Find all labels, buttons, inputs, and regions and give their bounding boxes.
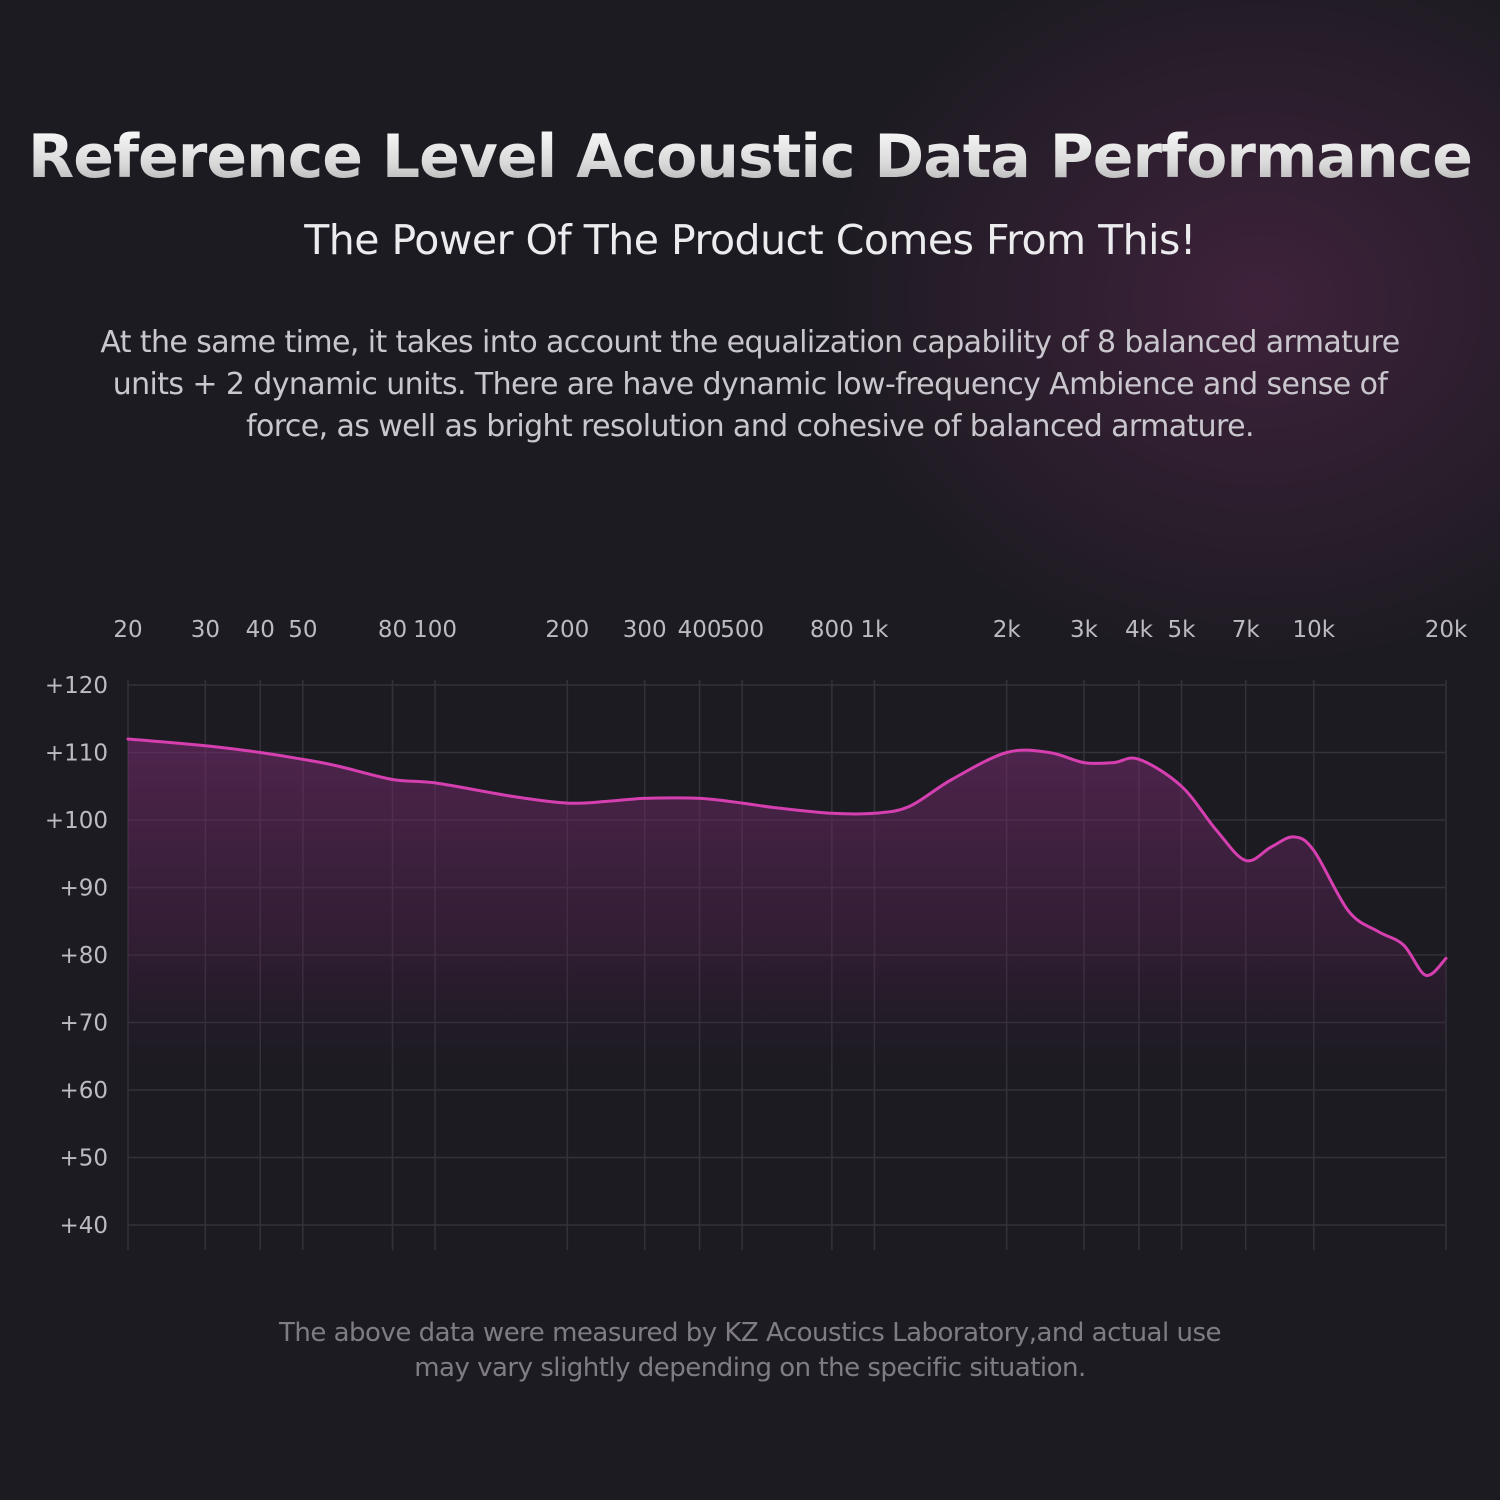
measurement-footnote: The above data were measured by KZ Acous… [278, 1318, 1222, 1383]
x-tick-label: 800 [810, 617, 854, 643]
frequency-response-line [126, 737, 1448, 977]
page-subtitle: The Power Of The Product Comes From This… [304, 216, 1196, 264]
x-tick-label: 4k [1125, 617, 1154, 643]
y-tick-label: +100 [45, 808, 108, 834]
y-tick-label: +80 [59, 943, 108, 969]
x-tick-label: 20 [113, 617, 142, 643]
x-tick-label: 30 [191, 617, 220, 643]
response-area [128, 739, 1446, 1070]
x-tick-label: 200 [545, 617, 589, 643]
response-curve-layer [126, 737, 1448, 977]
x-tick-label: 400 [678, 617, 722, 643]
y-tick-label: +70 [59, 1011, 108, 1037]
y-tick-label: +90 [59, 876, 108, 902]
x-tick-label: 10k [1292, 617, 1335, 643]
y-tick-label: +120 [45, 673, 108, 699]
x-tick-label: 2k [993, 617, 1022, 643]
x-tick-label: 80 [378, 617, 407, 643]
y-tick-labels: +120 +110 +100 +90 +80 +70 +60 +50 +40 [45, 673, 108, 1239]
y-tick-label: +110 [45, 741, 108, 767]
x-tick-label: 1k [860, 617, 889, 643]
response-area-fill [128, 739, 1446, 1070]
description-text: At the same time, it takes into account … [100, 325, 1400, 444]
x-tick-label: 50 [288, 617, 317, 643]
x-tick-label: 7k [1232, 617, 1261, 643]
x-tick-label: 20k [1425, 617, 1468, 643]
x-tick-label: 100 [413, 617, 457, 643]
x-tick-label: 300 [623, 617, 667, 643]
page-title: Reference Level Acoustic Data Performanc… [0, 122, 1500, 192]
x-tick-label: 500 [720, 617, 764, 643]
y-tick-label: +60 [59, 1078, 108, 1104]
x-tick-label: 3k [1070, 617, 1099, 643]
x-tick-label: 40 [246, 617, 275, 643]
y-tick-label: +40 [59, 1213, 108, 1239]
y-tick-label: +50 [59, 1146, 108, 1172]
x-tick-label: 5k [1168, 617, 1197, 643]
